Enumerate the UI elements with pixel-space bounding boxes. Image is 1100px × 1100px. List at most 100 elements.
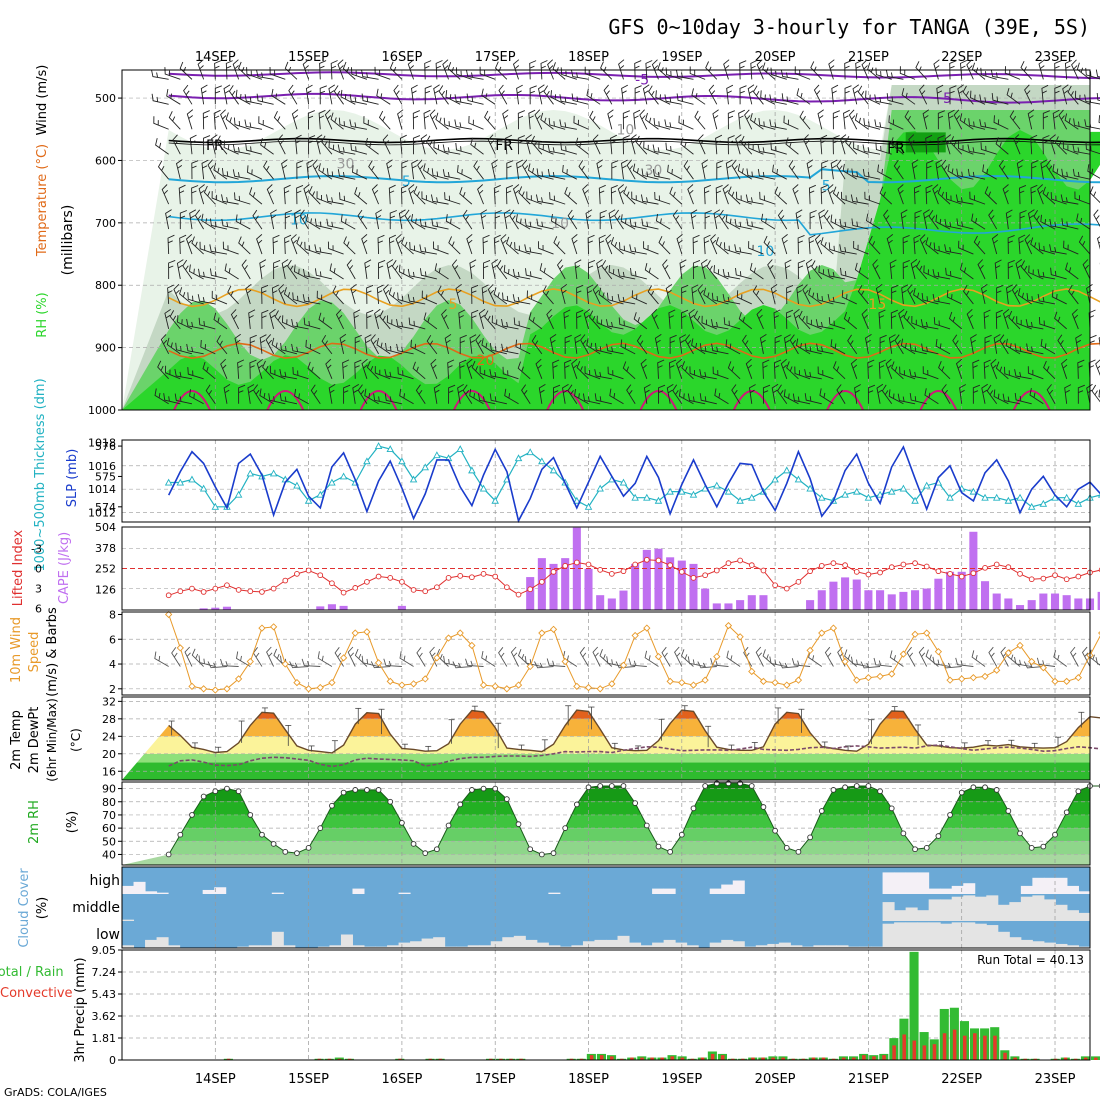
wind-barb: [529, 85, 537, 105]
thickness-point: [176, 478, 185, 486]
wind-barb: [774, 334, 782, 354]
temp-contour-25: [359, 390, 398, 411]
wind-barb: [783, 115, 799, 130]
wind-barb: [421, 191, 438, 205]
rh-point: [224, 785, 230, 792]
lifted-index-point: [1052, 572, 1058, 579]
wind-barb: [594, 393, 612, 405]
wind-barb: [995, 361, 1009, 380]
wind-barb: [308, 186, 321, 205]
wind-barb: [230, 309, 240, 330]
wind-barb: [851, 218, 869, 230]
lifted-index-point: [527, 586, 534, 593]
wind-barb: [722, 269, 741, 280]
cloud-cell-low: [375, 946, 388, 948]
wind-barb: [606, 292, 624, 305]
wind-barb: [353, 309, 361, 329]
wind-barb: [952, 334, 963, 355]
wind-barb: [252, 384, 263, 404]
wind-barb: [343, 384, 351, 404]
wind-barb: [995, 137, 1009, 155]
cape-bar: [642, 549, 651, 610]
temp-contour-10: [168, 212, 1100, 236]
wind-barb: [516, 159, 524, 180]
wind-barb: [713, 209, 721, 230]
wind-barb: [803, 134, 811, 155]
wind-barb: [567, 209, 578, 230]
precip-conv-bar: [932, 1044, 937, 1060]
y-tick-label: 90: [102, 783, 116, 796]
wind-barb: [505, 134, 512, 155]
precip-conv-bar: [892, 1045, 896, 1060]
wind-barb: [598, 234, 606, 255]
wind-barb: [339, 333, 347, 354]
panel-frame: [121, 781, 1091, 866]
cape-tick-label: 252: [95, 563, 116, 576]
top-date-label: 23SEP: [1035, 50, 1076, 65]
wind-barb: [179, 234, 187, 255]
wind-barb: [955, 194, 974, 205]
wind-barb: [481, 88, 496, 105]
wind-barb: [1050, 267, 1067, 280]
wind-barb: [967, 144, 986, 155]
cloud-cell-low: [755, 945, 768, 948]
cape-bar: [759, 595, 768, 610]
wind-barb: [601, 260, 613, 280]
wind-barb: [1052, 164, 1067, 180]
wind-barb: [841, 290, 857, 305]
wind-barb: [937, 110, 945, 130]
wind-barb: [877, 164, 892, 180]
lifted-index-point: [842, 562, 848, 569]
surface-wind-barb: [988, 646, 998, 667]
wind-barb: [922, 109, 930, 130]
wind-barb: [991, 234, 999, 255]
y-tick-label: 574: [95, 501, 116, 514]
wind-barb: [586, 338, 601, 355]
cloud-cell-low: [271, 931, 284, 948]
wind-barb: [657, 359, 665, 379]
wind-barb: [956, 218, 974, 230]
wind-speed-point: [818, 629, 826, 637]
rh-point: [562, 825, 569, 831]
wind-barb: [249, 359, 257, 379]
wind-barb: [516, 84, 523, 105]
bottom-date-label: 14SEP: [195, 1072, 236, 1087]
cloud-cell-low: [513, 935, 526, 948]
wind-barb: [752, 285, 764, 305]
wind-barb: [256, 234, 263, 255]
precip-conv-bar: [1083, 1057, 1088, 1060]
wind-barb: [900, 338, 916, 355]
wind-barb: [552, 359, 560, 379]
temperature-axis-label: Temperature (°C): [35, 144, 50, 257]
rh-shade-band: [122, 130, 1100, 410]
rh-point: [643, 822, 650, 829]
wind-barb: [727, 361, 741, 380]
wind-barb: [816, 292, 834, 305]
rh-point: [772, 827, 778, 834]
cloud-cell-low: [444, 946, 457, 948]
wind-barb: [731, 384, 741, 404]
wind-barb: [587, 234, 595, 255]
li-tick-label: 0: [35, 563, 42, 576]
wind-barb: [576, 284, 584, 304]
rh-point: [504, 796, 510, 802]
wind-barb: [583, 308, 591, 330]
precip-conv-bar: [831, 1058, 836, 1060]
y-tick-label: 2: [109, 683, 116, 696]
cloud-cell-low: [168, 945, 181, 948]
thickness-point: [1004, 496, 1013, 504]
wind-barb: [543, 85, 554, 105]
cloud-cell-middle: [928, 899, 941, 921]
wind-barb: [1077, 384, 1085, 404]
wind-barb: [305, 339, 321, 355]
wind-barb: [735, 134, 742, 155]
wind-barb: [325, 358, 333, 379]
cape-bar: [701, 588, 710, 610]
wind-barb: [423, 163, 438, 180]
cloud-cell-middle: [1032, 895, 1045, 921]
wind-barb: [166, 337, 181, 355]
wind-barb: [542, 285, 554, 305]
thickness-point: [922, 481, 931, 489]
wind-barb: [471, 309, 479, 329]
wind-barb: [1049, 134, 1056, 155]
